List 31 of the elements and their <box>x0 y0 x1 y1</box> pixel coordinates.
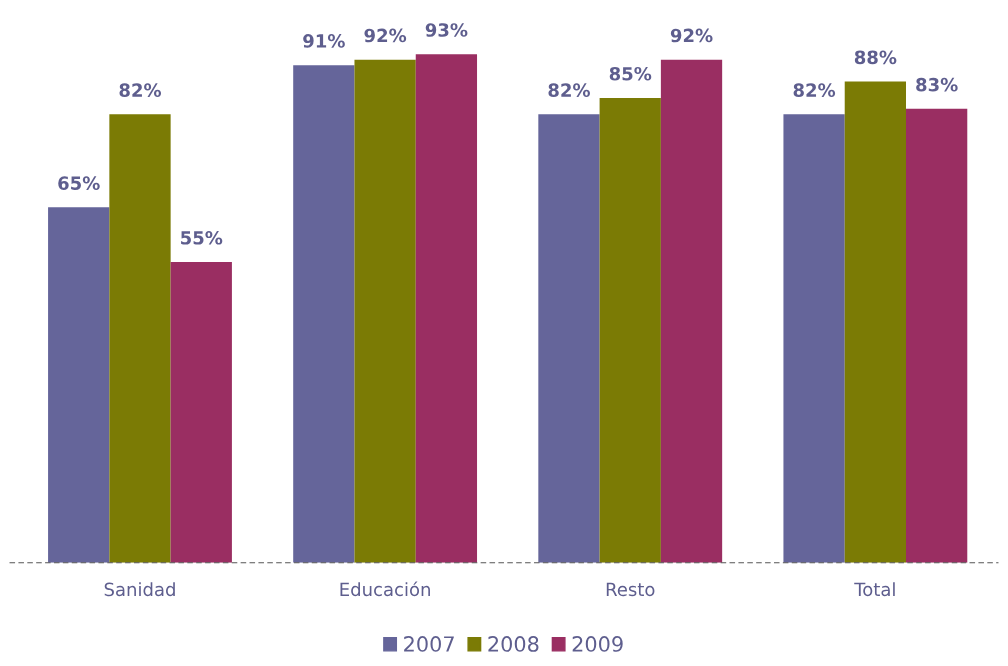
data-label: 82% <box>793 83 836 97</box>
bar <box>783 114 845 563</box>
data-label: 92% <box>364 28 407 43</box>
bar <box>354 59 416 563</box>
bar <box>48 207 110 563</box>
data-label: 82% <box>119 83 162 97</box>
bar <box>660 59 723 563</box>
bar <box>844 81 906 563</box>
data-label: 55% <box>181 230 223 245</box>
bar <box>109 114 171 563</box>
bar <box>415 54 478 563</box>
bar <box>538 114 600 563</box>
data-label: 93% <box>425 23 468 37</box>
data-label: 88% <box>854 50 897 65</box>
bar <box>906 108 968 563</box>
data-label: 92% <box>670 28 713 43</box>
legend-label: 2009 <box>572 636 623 652</box>
x-tick-label: Resto <box>606 582 655 597</box>
bar <box>599 97 661 563</box>
x-tick-label: Sanidad <box>104 582 175 597</box>
data-label: 85% <box>609 66 652 81</box>
x-tick-label: Total <box>854 582 895 597</box>
legend-label: 2008 <box>488 636 539 652</box>
data-label: 82% <box>548 83 590 97</box>
data-label: 65% <box>58 176 100 190</box>
data-label: 83% <box>916 77 958 92</box>
bar <box>293 65 355 563</box>
x-tick-label: Educación <box>340 581 430 597</box>
bar <box>170 262 232 563</box>
legend-label: 2007 <box>404 636 454 652</box>
data-label: 91% <box>303 34 345 48</box>
